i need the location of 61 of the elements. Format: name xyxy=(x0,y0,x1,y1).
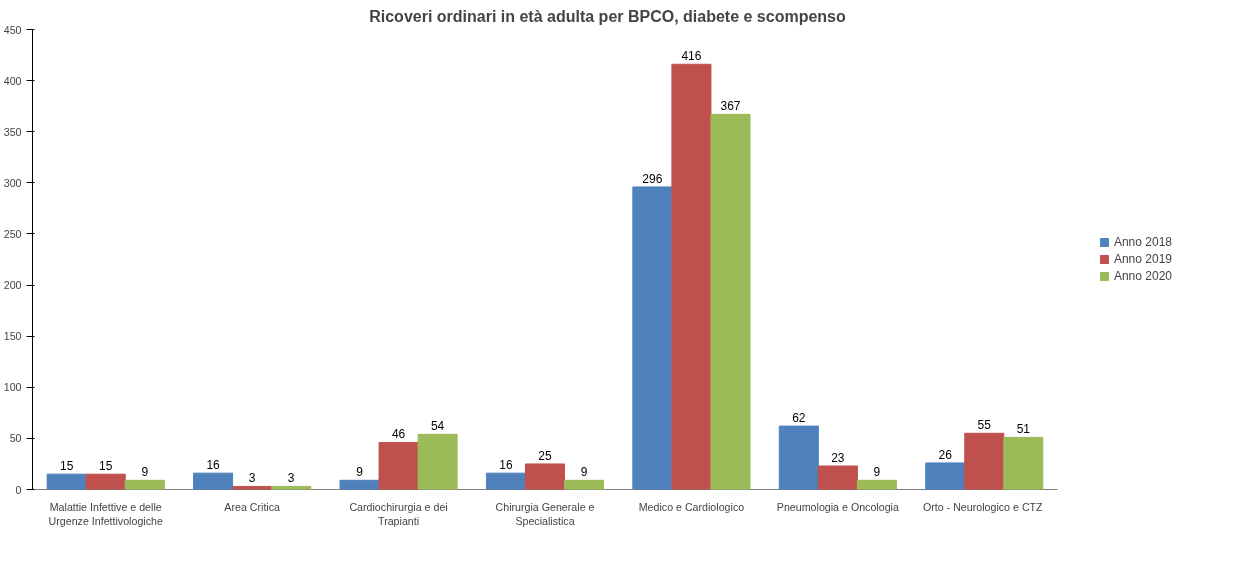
y-tick-label: 100 xyxy=(3,381,22,394)
bar xyxy=(710,113,751,490)
y-tick-label: 300 xyxy=(3,176,22,189)
bar xyxy=(417,433,458,490)
y-tick-label: 0 xyxy=(15,483,22,496)
bar xyxy=(485,472,526,490)
data-label: 16 xyxy=(206,458,221,473)
data-label: 16 xyxy=(499,458,513,473)
bar xyxy=(46,473,87,490)
x-tick-label: Malattie Infettive e delle Urgenze Infettivologiche xyxy=(48,500,163,527)
bar xyxy=(856,479,897,490)
x-tick-label: Pneumologia e Oncologia xyxy=(776,500,899,513)
data-label: 9 xyxy=(356,465,364,480)
data-label: 46 xyxy=(391,427,406,442)
data-label: 15 xyxy=(99,459,113,474)
bar xyxy=(564,479,605,490)
bar xyxy=(964,432,1005,490)
legend-label: Anno 2018 xyxy=(1113,235,1172,249)
legend-label: Anno 2020 xyxy=(1113,269,1172,283)
x-tick-label: Chirurgia Generale e Specialistica xyxy=(495,500,595,527)
y-tick-label: 50 xyxy=(9,432,22,445)
data-label: 51 xyxy=(1016,422,1031,437)
y-tick-label: 450 xyxy=(3,23,22,36)
y-tick-label: 400 xyxy=(3,74,22,87)
x-tick-label: Cardiochirurgia e dei Trapianti xyxy=(349,500,448,527)
bar xyxy=(925,462,966,490)
data-label: 25 xyxy=(538,448,552,463)
data-label: 15 xyxy=(59,459,74,474)
bar xyxy=(778,425,819,490)
data-label: 9 xyxy=(873,465,881,480)
data-label: 3 xyxy=(248,471,256,486)
data-label: 367 xyxy=(720,99,741,114)
data-label: 55 xyxy=(977,418,992,433)
y-tick-label: 150 xyxy=(3,330,22,343)
bar xyxy=(124,479,165,490)
bar xyxy=(193,472,234,490)
bar xyxy=(524,463,566,490)
x-tick-label: Area Critica xyxy=(224,500,281,513)
data-label: 23 xyxy=(831,450,845,465)
bar xyxy=(378,441,419,490)
y-tick-label: 250 xyxy=(3,227,22,240)
bar xyxy=(817,465,858,490)
data-label: 9 xyxy=(580,465,588,480)
bar xyxy=(339,479,380,490)
x-tick-label: Medico e Cardiologico xyxy=(638,500,745,513)
y-tick-label: 200 xyxy=(3,279,22,292)
bar xyxy=(632,186,673,490)
y-tick-label: 350 xyxy=(3,125,22,138)
x-tick-label: Orto - Neurologico e CTZ xyxy=(922,500,1044,513)
bar xyxy=(671,63,712,490)
legend-label: Anno 2019 xyxy=(1113,252,1172,266)
chart-title: Ricoveri ordinari in età adulta per BPCO, diabete e scompenso xyxy=(369,7,847,25)
data-label: 26 xyxy=(938,447,953,462)
data-label: 416 xyxy=(681,49,702,64)
data-label: 9 xyxy=(141,465,149,480)
bar xyxy=(1003,436,1044,490)
data-label: 54 xyxy=(430,419,445,434)
bar xyxy=(85,473,126,490)
data-label: 62 xyxy=(792,411,806,426)
data-label: 3 xyxy=(287,471,295,486)
data-label: 296 xyxy=(642,171,663,186)
